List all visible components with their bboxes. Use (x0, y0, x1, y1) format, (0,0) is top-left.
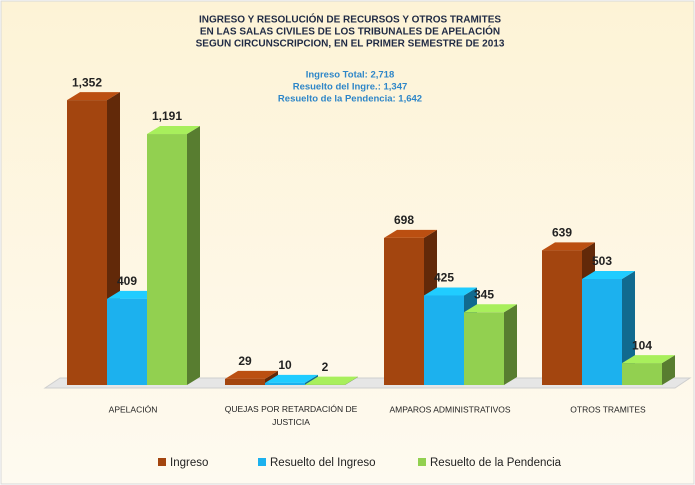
data-label: 1,352 (72, 75, 102, 89)
data-label: 503 (592, 254, 612, 268)
bar-top (622, 355, 675, 364)
chart-title: INGRESO Y RESOLUCIÓN DE RECURSOS Y OTROS… (199, 13, 501, 26)
bar-side (305, 374, 318, 385)
bar-top (67, 92, 120, 101)
bar (582, 279, 622, 385)
data-label: 639 (552, 226, 572, 240)
bar (107, 298, 147, 385)
bar-top (147, 126, 200, 135)
annotation: Resuelto de la Pendencia: 1,642 (278, 94, 422, 105)
legend-swatch (258, 458, 266, 466)
bar-side (345, 376, 358, 385)
annotation: Resuelto del Ingre.: 1,347 (293, 82, 408, 93)
chart-title: SEGUN CIRCUNSCRIPCION, EN EL PRIMER SEME… (196, 39, 505, 50)
data-label: 409 (117, 274, 137, 288)
data-label: 2 (322, 360, 329, 374)
data-label: 345 (474, 287, 494, 301)
legend-swatch (418, 458, 426, 466)
bar (622, 363, 662, 385)
bar-top (107, 290, 160, 299)
x-tick-label: OTROS TRAMITES (570, 404, 646, 414)
chart-title: EN LAS SALAS CIVILES DE LOS TRIBUNALES D… (200, 25, 500, 38)
bar-top (542, 242, 595, 251)
bar-top (464, 304, 517, 313)
bar-top (305, 376, 358, 385)
data-label: 698 (394, 213, 414, 227)
bar (225, 378, 265, 385)
bar (542, 250, 582, 385)
bar (147, 134, 187, 385)
bar-top (265, 374, 318, 383)
data-label: 425 (434, 271, 454, 285)
data-label: 29 (238, 354, 252, 368)
bar-side (187, 126, 200, 386)
annotation: Ingreso Total: 2,718 (306, 70, 395, 81)
bar (464, 312, 504, 385)
bar-top (424, 287, 477, 296)
floor (43, 377, 692, 389)
bar-top (384, 229, 437, 238)
x-tick-label: QUEJAS POR RETARDACIÓN DE JUSTICIA (225, 404, 358, 427)
bar (384, 237, 424, 385)
data-label: 10 (278, 358, 292, 372)
bar (67, 100, 107, 385)
x-tick-label: AMPAROS ADMINISTRATIVOS (389, 404, 510, 414)
x-tick-label: APELACIÓN (109, 404, 158, 414)
bar (265, 382, 305, 385)
legend-label: Ingreso (170, 457, 208, 469)
data-label: 1,191 (152, 109, 182, 123)
bar (424, 295, 464, 385)
legend-label: Resuelto de la Pendencia (430, 457, 562, 469)
bar-side (504, 304, 517, 385)
bar-side (622, 271, 635, 385)
legend-swatch (158, 458, 166, 466)
bar-top (582, 271, 635, 280)
legend-label: Resuelto del Ingreso (270, 457, 375, 469)
bar-top (225, 370, 278, 379)
data-label: 104 (632, 338, 652, 352)
bar-side (662, 355, 675, 385)
